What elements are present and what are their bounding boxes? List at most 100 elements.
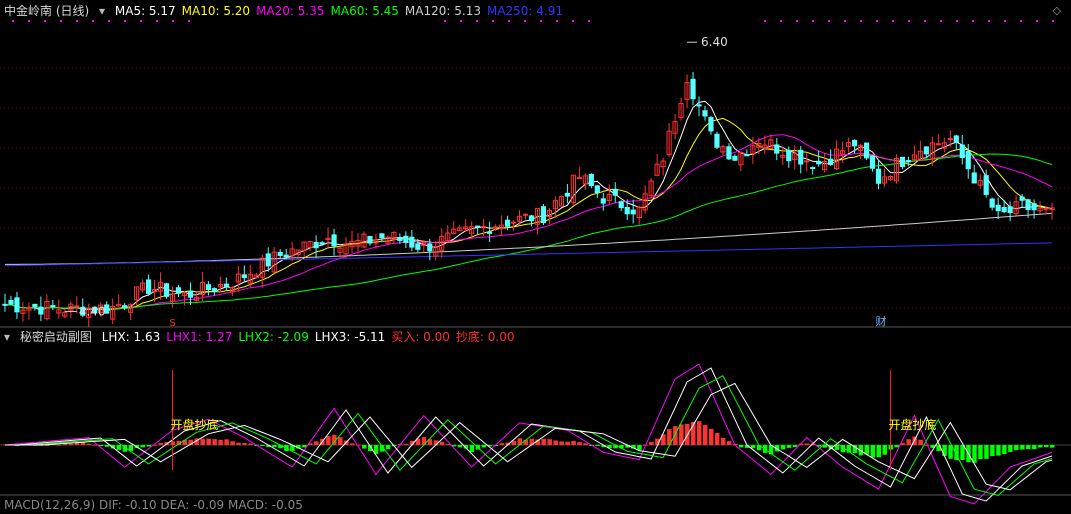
candle-body [265,253,271,267]
indicator-legend-item-2: LHX2: -2.09 [238,330,309,344]
candle-body [965,150,971,170]
stock-name[interactable]: 中金岭南 (日线) [4,4,90,18]
histogram-bar [457,445,463,448]
top-dot [76,20,78,22]
histogram-bar [206,438,211,445]
event-marker: S [170,318,176,329]
top-dot [92,20,94,22]
histogram-bar [308,443,313,445]
candle-body [953,135,959,143]
histogram-bar [673,426,678,445]
macd-legend[interactable]: MACD(12,26,9) DIF: -0.10 DEA: -0.09 MACD… [4,498,303,512]
candle-body [522,213,529,216]
candle-body [128,304,134,313]
candle-body [104,304,110,314]
histogram-bar [720,437,726,445]
histogram-bar [918,439,923,445]
histogram-bar [272,445,277,448]
candle-body [74,305,80,308]
ma5-line [4,100,1053,312]
signal-label: 开盘抄底 [888,417,936,432]
histogram-bar [792,445,798,448]
candle-body [917,150,923,161]
top-dot [460,20,462,22]
candle-body [145,279,152,294]
candle-body [624,207,630,215]
candle-body [714,133,720,148]
toggle-icon[interactable]: ▾ [99,4,106,18]
candle-body [68,303,74,311]
candle-body [822,160,828,171]
candle-body [636,206,642,219]
histogram-bar [930,445,935,448]
candle-body [606,194,612,202]
histogram-bar [990,445,995,457]
indicator-title[interactable]: 秘密启动副图 [19,330,92,344]
top-dot [172,20,174,22]
candle-body [211,288,217,292]
histogram-bar [804,443,810,445]
histogram-bar [290,445,295,451]
candle-body [199,281,206,296]
candlestick-series [2,71,1055,327]
histogram-bar [517,438,523,445]
candle-body [427,243,433,252]
candle-body [804,160,810,163]
top-dot [140,20,142,22]
candle-body [301,241,307,252]
candle-body [732,155,738,161]
candle-body [271,251,277,273]
histogram-bar [1026,445,1031,450]
histogram-bar [661,434,666,445]
top-dot [556,20,558,22]
indicator-panel: 开盘抄底 开盘抄底 [3,363,1055,505]
candle-body [373,239,379,244]
candle-body [845,142,852,148]
histogram-bar [816,445,822,447]
histogram-bar [511,440,517,445]
candle-body [678,103,684,118]
window-diamond-icon[interactable]: ◇ [1052,4,1061,17]
histogram-bar [613,445,618,449]
histogram-bar [906,439,911,445]
histogram-bar [691,422,696,445]
candle-body [86,307,92,318]
candle-body [857,144,864,151]
candle-body [798,149,804,165]
histogram-bar [110,445,116,449]
candle-body [672,121,678,134]
top-dot [28,20,30,22]
histogram-bar [74,442,80,445]
histogram-bar [541,438,546,445]
histogram-bar [697,421,702,445]
histogram-bar [714,432,720,445]
candle-body [44,301,50,320]
candle-body [564,192,570,197]
histogram-bar [1050,445,1055,448]
candle-body [457,227,463,232]
top-dot [156,20,158,22]
toggle-icon[interactable]: ▾ [4,330,11,344]
candle-body [648,180,654,196]
histogram-bar [338,437,343,445]
histogram-bar [960,445,965,461]
top-dot [188,20,190,22]
candle-body [391,231,397,240]
histogram-bar [98,445,104,447]
histogram-bar [637,445,642,450]
candle-body [193,296,200,301]
top-dot [60,20,62,22]
histogram-bar [738,445,744,448]
candle-body [20,309,26,314]
ma10-line [4,117,1052,310]
histogram-bar [236,442,241,445]
histogram-bar [1020,445,1025,450]
lhx2-line [5,375,1053,496]
candle-body [696,104,702,107]
histogram-bar [158,443,164,445]
indicator-legend-item-1: LHX1: 1.27 [166,330,233,344]
candle-body [690,78,696,100]
histogram-bar [703,424,708,445]
histogram-bar [176,440,181,445]
candle-body [397,237,403,242]
